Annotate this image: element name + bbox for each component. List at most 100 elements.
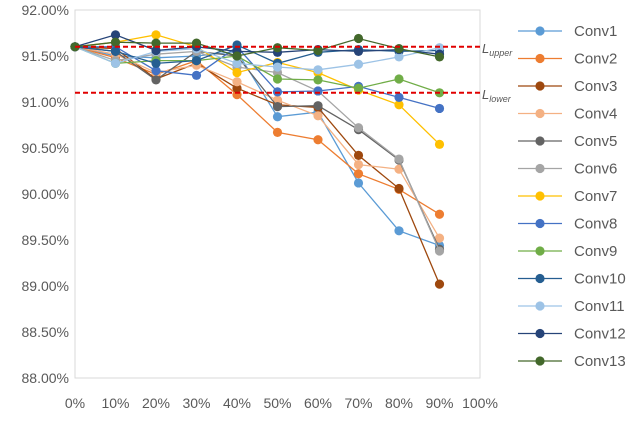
data-point xyxy=(191,38,202,48)
x-tick-label: 60% xyxy=(304,395,332,411)
legend-label: Conv8 xyxy=(574,216,617,233)
data-point xyxy=(434,52,445,62)
reference-lines: Lupper Llower xyxy=(75,41,513,104)
data-point xyxy=(110,58,121,68)
series-line xyxy=(74,46,440,215)
legend-item-conv11: Conv11 xyxy=(518,298,625,315)
y-tick-label: 88.00% xyxy=(22,370,69,386)
legend-item-conv9: Conv9 xyxy=(518,243,617,260)
legend-label: Conv11 xyxy=(574,298,625,315)
data-point xyxy=(232,83,242,93)
data-point xyxy=(272,102,283,112)
legend-item-conv5: Conv5 xyxy=(518,133,617,150)
data-point xyxy=(353,150,364,160)
x-tick-label: 20% xyxy=(142,395,170,411)
data-point xyxy=(353,46,364,57)
legend-marker xyxy=(535,328,545,339)
plot-area-frame xyxy=(74,9,481,379)
data-point xyxy=(191,56,202,66)
x-tick-label: 90% xyxy=(425,395,453,411)
y-axis: 88.00% 88.50% 89.00% 89.50% 90.00% 90.50% 91.0… xyxy=(22,2,69,386)
y-tick-label: 89.50% xyxy=(22,232,69,248)
series-line xyxy=(75,45,440,110)
series-line xyxy=(74,46,440,247)
series-line xyxy=(74,46,441,250)
y-tick-label: 89.00% xyxy=(22,278,69,294)
data-point xyxy=(434,209,445,219)
x-tick-label: 70% xyxy=(344,395,372,411)
data-point xyxy=(272,95,283,105)
legend-label: Conv2 xyxy=(574,51,617,68)
data-point xyxy=(151,38,161,48)
plot-border xyxy=(74,9,481,379)
legend-label: Conv3 xyxy=(574,78,617,95)
legend-item-conv13: Conv13 xyxy=(518,353,626,370)
series-conv13 xyxy=(70,33,445,62)
data-point xyxy=(272,74,283,84)
series-conv10 xyxy=(70,40,445,68)
legend-marker xyxy=(535,301,545,311)
series-line xyxy=(74,46,441,239)
legend-item-conv8: Conv8 xyxy=(518,216,617,233)
x-tick-label: 100% xyxy=(462,395,498,411)
legend-item-conv10: Conv10 xyxy=(518,271,626,288)
series-line xyxy=(74,46,441,252)
series-group xyxy=(70,30,445,289)
y-tick-label: 90.00% xyxy=(22,186,69,202)
data-point xyxy=(313,75,323,85)
data-point xyxy=(110,46,121,57)
data-point xyxy=(232,58,242,68)
data-point xyxy=(434,279,445,289)
y-tick-label: 91.50% xyxy=(22,48,69,64)
series-conv1 xyxy=(70,42,445,251)
data-point xyxy=(394,164,404,174)
legend-label: Conv5 xyxy=(574,133,617,150)
data-point xyxy=(151,75,161,85)
data-point xyxy=(151,45,161,56)
x-tick-label: 30% xyxy=(182,395,210,411)
legend-item-conv2: Conv2 xyxy=(518,51,617,68)
legend-label: Conv12 xyxy=(574,326,626,343)
data-point xyxy=(394,154,404,164)
data-point xyxy=(313,45,323,56)
y-tick-label: 91.00% xyxy=(22,94,69,110)
legend-item-conv1: Conv1 xyxy=(518,23,617,40)
reference-label-upper: Lupper xyxy=(482,41,513,58)
data-point xyxy=(232,51,242,61)
legend-marker xyxy=(535,81,545,91)
data-point xyxy=(232,67,242,78)
legend-marker xyxy=(535,163,545,174)
data-point xyxy=(434,139,445,149)
data-point xyxy=(353,159,364,170)
legend-item-conv6: Conv6 xyxy=(518,161,617,178)
data-point xyxy=(272,127,283,137)
data-point xyxy=(151,66,161,76)
series-line xyxy=(74,46,440,94)
series-conv6 xyxy=(70,42,445,256)
data-point xyxy=(313,111,323,121)
x-tick-label: 40% xyxy=(223,395,251,411)
legend-marker xyxy=(535,26,545,36)
data-point xyxy=(313,101,323,111)
legend-marker xyxy=(535,246,545,256)
x-tick-label: 50% xyxy=(263,395,291,411)
legend-label: Conv6 xyxy=(574,161,617,178)
data-point xyxy=(272,112,283,122)
series-conv5 xyxy=(70,42,445,254)
legend-marker xyxy=(535,218,545,229)
legend-marker xyxy=(535,356,545,366)
data-point xyxy=(394,100,404,110)
data-point xyxy=(394,44,404,54)
data-point xyxy=(353,169,364,179)
y-tick-label: 90.50% xyxy=(22,140,69,156)
data-point xyxy=(151,58,161,68)
data-point xyxy=(353,123,364,133)
data-point xyxy=(110,30,121,40)
data-point xyxy=(394,183,404,194)
data-point xyxy=(110,37,121,47)
data-point xyxy=(313,135,323,145)
series-conv3 xyxy=(70,42,445,289)
legend-item-conv3: Conv3 xyxy=(518,78,617,95)
legend-marker xyxy=(535,191,545,201)
